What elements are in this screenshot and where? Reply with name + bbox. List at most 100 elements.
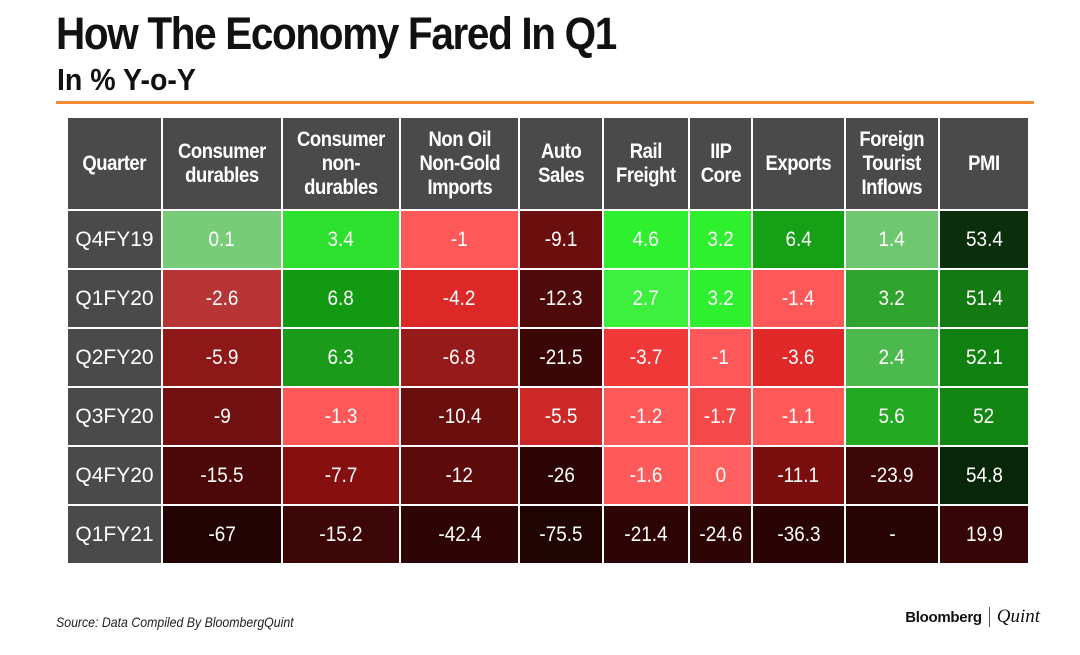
data-cell-value: -9.1 — [544, 227, 578, 251]
data-cell-value: 3.2 — [878, 286, 906, 310]
data-cell: 2.4 — [846, 329, 938, 386]
data-cell-value: -1.2 — [629, 404, 663, 428]
data-cell-value: 5.6 — [878, 404, 906, 428]
data-cell-value: 2.7 — [632, 286, 660, 310]
row-label: Q1FY20 — [68, 270, 161, 327]
data-cell: 0 — [690, 447, 751, 504]
data-cell: -10.4 — [401, 388, 518, 445]
data-cell: 4.6 — [604, 211, 688, 268]
data-cell-value: -1.6 — [629, 463, 663, 487]
column-header-label: Exports — [765, 151, 832, 175]
column-header: Consumer non- durables — [283, 118, 399, 209]
data-cell: -1 — [690, 329, 751, 386]
data-cell: 54.8 — [940, 447, 1028, 504]
source-note: Source: Data Compiled By BloombergQuint — [56, 614, 294, 630]
data-cell-value: 6.8 — [327, 286, 355, 310]
data-cell-value: -12 — [445, 463, 474, 487]
data-cell: 53.4 — [940, 211, 1028, 268]
data-cell: -5.9 — [163, 329, 281, 386]
data-cell-value: 3.2 — [707, 286, 734, 310]
data-cell: -24.6 — [690, 506, 751, 563]
column-header: Consumer durables — [163, 118, 281, 209]
data-cell: 6.3 — [283, 329, 399, 386]
data-cell: 3.2 — [846, 270, 938, 327]
data-cell-value: -4.2 — [443, 286, 476, 310]
data-cell: 52 — [940, 388, 1028, 445]
data-cell: 6.4 — [753, 211, 844, 268]
data-cell: 0.1 — [163, 211, 281, 268]
data-cell-value: -75.5 — [539, 522, 583, 546]
data-cell-value: 0 — [715, 463, 726, 487]
data-cell-value: -7.7 — [324, 463, 358, 487]
data-cell: -11.1 — [753, 447, 844, 504]
data-cell-value: -2.6 — [205, 286, 239, 310]
data-cell-value: -1 — [712, 345, 729, 369]
data-cell-value: 6.3 — [327, 345, 355, 369]
data-cell-value: -5.9 — [205, 345, 239, 369]
data-cell-value: 3.2 — [707, 227, 734, 251]
data-cell: -5.5 — [520, 388, 602, 445]
data-cell-value: -1.3 — [324, 404, 358, 428]
data-cell-value: -24.6 — [698, 522, 743, 546]
data-cell-value: 54.8 — [965, 463, 1003, 487]
data-cell-value: -1.4 — [782, 286, 815, 310]
brand-logo: Bloomberg Quint — [905, 606, 1040, 628]
brand-divider — [988, 607, 990, 627]
data-cell-value: -12.3 — [539, 286, 583, 310]
column-header-label: Quarter — [82, 151, 147, 175]
data-cell: -2.6 — [163, 270, 281, 327]
data-cell-value: -9 — [213, 404, 231, 428]
column-header-label: Rail Freight — [616, 139, 676, 187]
data-cell: -21.4 — [604, 506, 688, 563]
data-cell-value: -15.5 — [200, 463, 244, 487]
data-cell: -67 — [163, 506, 281, 563]
data-cell: - — [846, 506, 938, 563]
column-header: IIP Core — [690, 118, 751, 209]
data-cell-value: -42.4 — [437, 522, 482, 546]
column-header-label: PMI — [968, 151, 1000, 175]
column-header-label: Foreign Tourist Inflows — [859, 127, 925, 199]
column-header: Exports — [753, 118, 844, 209]
brand-bloomberg: Bloomberg — [905, 608, 982, 626]
data-cell-value: -3.6 — [782, 345, 815, 369]
data-cell: -3.6 — [753, 329, 844, 386]
data-cell-value: -15.2 — [319, 522, 363, 546]
data-cell-value: 51.4 — [965, 286, 1003, 310]
data-cell-value: -10.4 — [437, 404, 482, 428]
data-cell: -4.2 — [401, 270, 518, 327]
data-cell-value: 1.4 — [878, 227, 906, 251]
row-label: Q4FY20 — [68, 447, 161, 504]
column-header-label: IIP Core — [700, 139, 741, 187]
column-header: Non Oil Non-Gold Imports — [401, 118, 518, 209]
column-header: PMI — [940, 118, 1028, 209]
data-cell: -1.4 — [753, 270, 844, 327]
data-cell-value: 3.4 — [327, 227, 355, 251]
data-cell: 6.8 — [283, 270, 399, 327]
data-cell: -12 — [401, 447, 518, 504]
data-cell: -1.2 — [604, 388, 688, 445]
data-cell: -1.3 — [283, 388, 399, 445]
column-header-label: Consumer durables — [178, 139, 266, 187]
data-cell-value: -1.7 — [704, 404, 737, 428]
column-header: Foreign Tourist Inflows — [846, 118, 938, 209]
data-cell: -9.1 — [520, 211, 602, 268]
data-cell-value: 53.4 — [965, 227, 1003, 251]
data-cell-value: 0.1 — [208, 227, 236, 251]
data-cell-value: -26 — [547, 463, 575, 487]
data-cell: -21.5 — [520, 329, 602, 386]
column-header: Quarter — [68, 118, 161, 209]
chart-title: How The Economy Fared In Q1 — [56, 8, 617, 59]
data-cell: -1.6 — [604, 447, 688, 504]
chart-subtitle: In % Y-o-Y — [57, 62, 196, 97]
data-cell-value: -23.9 — [870, 463, 914, 487]
data-cell: -7.7 — [283, 447, 399, 504]
data-cell-value: 52.1 — [965, 345, 1003, 369]
data-cell-value: -11.1 — [777, 463, 820, 487]
data-cell: -9 — [163, 388, 281, 445]
data-cell: 1.4 — [846, 211, 938, 268]
data-cell: -6.8 — [401, 329, 518, 386]
data-cell-value: -36.3 — [776, 522, 821, 546]
data-cell: -12.3 — [520, 270, 602, 327]
data-cell: -1.7 — [690, 388, 751, 445]
heatmap-table: Quarter Consumer durables Consumer non- du… — [68, 118, 1028, 564]
